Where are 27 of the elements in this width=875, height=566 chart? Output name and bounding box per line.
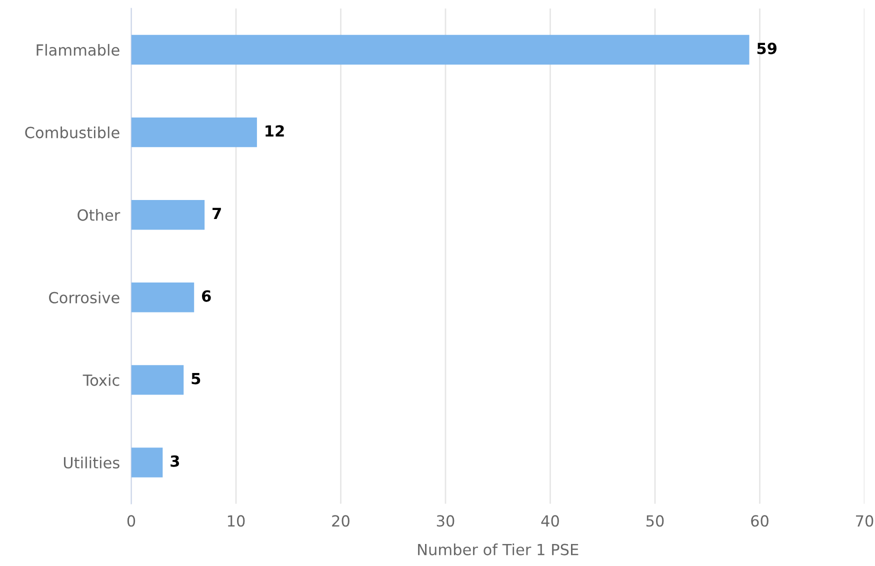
x-tick-label: 40 <box>541 515 559 527</box>
y-tick-label: Flammable <box>36 44 120 56</box>
bar <box>131 117 257 148</box>
bar <box>131 34 750 65</box>
x-tick-label: 60 <box>751 515 768 527</box>
x-tick-label: 70 <box>856 515 874 527</box>
x-axis-title: Number of Tier 1 PSE <box>418 544 578 556</box>
bar <box>131 282 194 312</box>
y-tick-label: Combustible <box>25 126 120 138</box>
y-tick-label: Corrosive <box>49 292 120 304</box>
bar <box>131 448 163 478</box>
x-tick-label: 50 <box>646 515 664 527</box>
x-tick-label: 20 <box>332 515 350 527</box>
x-tick-label: 10 <box>228 515 245 527</box>
data-label: 59 <box>757 42 777 54</box>
data-label: 3 <box>170 455 180 467</box>
x-tick-label: 30 <box>436 515 454 527</box>
bar <box>131 200 205 230</box>
x-tick-label: 0 <box>127 515 136 527</box>
y-tick-label: Utilities <box>64 456 120 468</box>
data-label: 12 <box>266 125 284 137</box>
data-label: 7 <box>212 208 221 220</box>
bar <box>131 365 184 395</box>
data-label: 6 <box>202 290 211 302</box>
data-label: 5 <box>192 373 200 384</box>
y-tick-label: Toxic <box>82 374 120 386</box>
y-tick-label: Other <box>78 209 120 221</box>
